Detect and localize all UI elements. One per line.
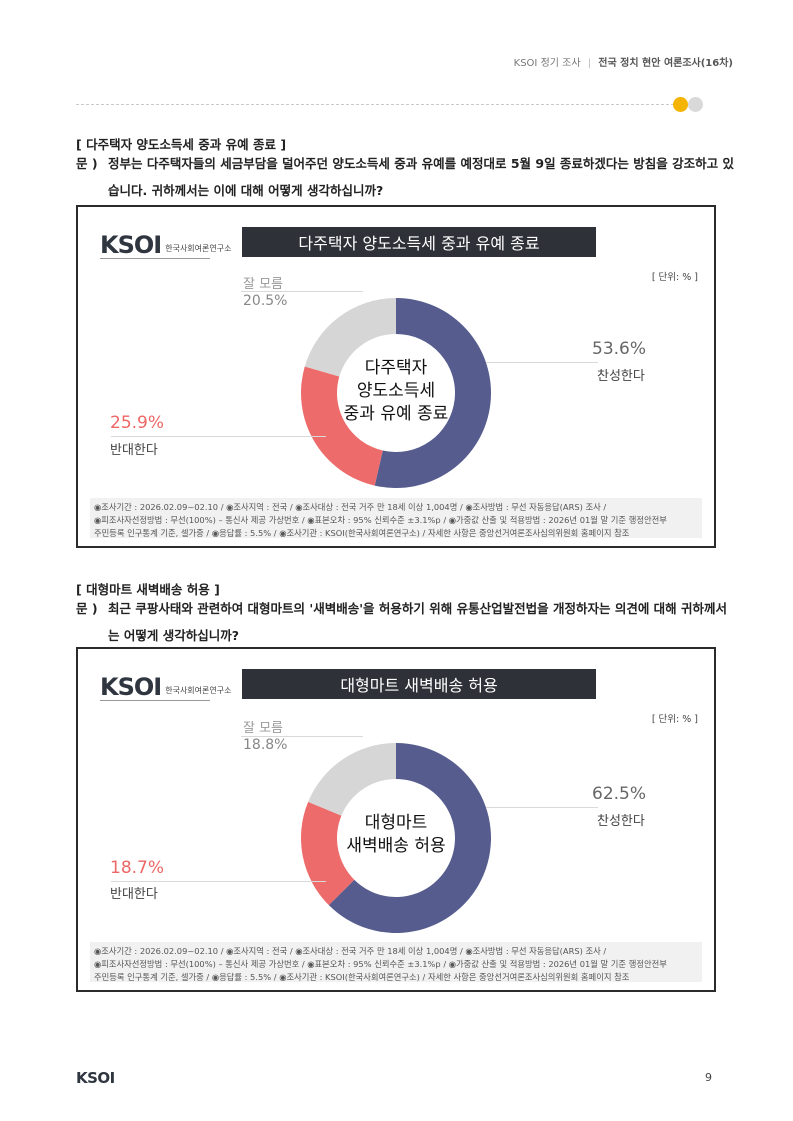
donut-chart-2 <box>301 743 491 933</box>
notes-line: ◉조사기간 : 2026.02.09~02.10 / ◉조사지역 : 전국 / … <box>94 502 607 512</box>
page-number: 9 <box>705 1071 712 1084</box>
donut-slice-unknown <box>304 298 396 377</box>
disagree-percent: 25.9% <box>110 413 165 433</box>
survey-notes: ◉조사기간 : 2026.02.09~02.10 / ◉조사지역 : 전국 / … <box>90 942 702 982</box>
section-2-question: 문 ) 최근 쿠팡사태와 관련하여 대형마트의 '새벽배송'을 허용하기 위해 … <box>76 595 736 649</box>
section-1-question: 문 ) 정부는 다주택자들의 세금부담을 덜어주던 양도소득세 중과 유예를 예… <box>76 150 736 204</box>
donut-chart-1 <box>300 298 491 488</box>
notes-line: ◉피조사자선정방법 : 무선(100%) – 통신사 제공 가상번호 / ◉표본… <box>94 959 667 969</box>
unknown-label: 잘 모름 <box>243 277 284 292</box>
disagree-label: 반대한다 <box>110 443 158 458</box>
agree-percent: 62.5% <box>592 784 647 804</box>
center-line-3: 중과 유예 종료 <box>343 404 449 424</box>
donut-slice-agree <box>328 743 491 933</box>
ksoi-logo: KSOI 한국사회여론연구소 <box>100 233 231 257</box>
center-line-2: 양도소득세 <box>356 381 436 401</box>
chart-title-banner: 대형마트 새벽배송 허용 <box>242 669 596 699</box>
header-survey-type: 정기 조사 <box>540 58 581 69</box>
chart-box-1: KSOI 한국사회여론연구소 다주택자 양도소득세 중과 유예 종료 [ 단위:… <box>76 205 716 548</box>
ksoi-logo-org: 한국사회여론연구소 <box>165 244 232 253</box>
header-separator: | <box>587 58 592 69</box>
donut-center-label: 대형마트 새벽배송 허용 <box>346 812 445 858</box>
disagree-label: 반대한다 <box>110 887 158 902</box>
question-text: 최근 쿠팡사태와 관련하여 대형마트의 '새벽배송'을 허용하기 위해 유통산업… <box>108 601 728 643</box>
ksoi-logo-mark: KSOI <box>100 673 162 701</box>
unknown-leader-line <box>241 291 363 292</box>
unit-label: [ 단위: % ] <box>651 272 698 283</box>
center-line-1: 대형마트 <box>364 813 428 833</box>
question-mark-label: 문 ) <box>76 156 98 171</box>
donut-slice-disagree <box>301 801 355 906</box>
donut-center-label: 다주택자 양도소득세 중과 유예 종료 <box>344 357 449 426</box>
notes-line: ◉피조사자선정방법 : 무선(100%) – 통신사 제공 가상번호 / ◉표본… <box>94 515 667 525</box>
donut-slice-disagree <box>300 366 383 486</box>
unknown-percent: 18.8% <box>243 737 288 753</box>
chart-title-banner: 다주택자 양도소득세 중과 유예 종료 <box>242 227 596 257</box>
disagree-leader-line <box>111 881 326 882</box>
page-header: KSOI 정기 조사 | 전국 정치 현안 여론조사(16차) <box>514 54 733 69</box>
agree-percent: 53.6% <box>592 339 647 359</box>
grey-dot-icon <box>688 97 703 112</box>
agree-label: 찬성한다 <box>597 369 645 384</box>
donut-slice-agree <box>374 298 491 488</box>
logo-underline <box>100 700 210 701</box>
question-mark-label: 문 ) <box>76 601 98 616</box>
unknown-leader-line <box>241 736 363 737</box>
notes-line: 주민등록 인구통계 기준, 셀가중 / ◉응답률 : 5.5% / ◉조사기관 … <box>94 528 630 538</box>
footer-ksoi-logo: KSOI <box>76 1069 115 1087</box>
section-2-title: [ 대형마트 새벽배송 허용 ] <box>76 582 220 597</box>
notes-line: 주민등록 인구통계 기준, 셀가중 / ◉응답률 : 5.5% / ◉조사기관 … <box>94 972 630 982</box>
accent-dot-icon <box>673 97 688 112</box>
survey-notes: ◉조사기간 : 2026.02.09~02.10 / ◉조사지역 : 전국 / … <box>90 498 702 538</box>
header-org: KSOI <box>513 58 538 69</box>
disagree-leader-line <box>111 436 326 437</box>
unit-label: [ 단위: % ] <box>651 714 698 725</box>
header-survey-title: 전국 정치 현안 여론조사(16차) <box>598 58 733 69</box>
ksoi-logo-org: 한국사회여론연구소 <box>165 686 232 695</box>
header-divider <box>76 104 674 105</box>
logo-underline <box>100 258 210 259</box>
unknown-label: 잘 모름 <box>243 721 284 736</box>
agree-leader-line <box>486 807 598 808</box>
section-1-title: [ 다주택자 양도소득세 중과 유예 종료 ] <box>76 137 287 152</box>
agree-leader-line <box>486 362 598 363</box>
center-line-2: 새벽배송 허용 <box>346 836 446 856</box>
chart-box-2: KSOI 한국사회여론연구소 대형마트 새벽배송 허용 [ 단위: % ] 대형… <box>76 647 716 992</box>
disagree-percent: 18.7% <box>110 858 165 878</box>
question-text: 정부는 다주택자들의 세금부담을 덜어주던 양도소득세 중과 유예를 예정대로 … <box>108 156 734 198</box>
ksoi-logo-mark: KSOI <box>100 231 162 259</box>
ksoi-logo: KSOI 한국사회여론연구소 <box>100 675 231 699</box>
donut-slice-unknown <box>308 743 396 816</box>
notes-line: ◉조사기간 : 2026.02.09~02.10 / ◉조사지역 : 전국 / … <box>94 946 607 956</box>
center-line-1: 다주택자 <box>364 358 428 378</box>
unknown-percent: 20.5% <box>243 293 288 309</box>
agree-label: 찬성한다 <box>597 814 645 829</box>
